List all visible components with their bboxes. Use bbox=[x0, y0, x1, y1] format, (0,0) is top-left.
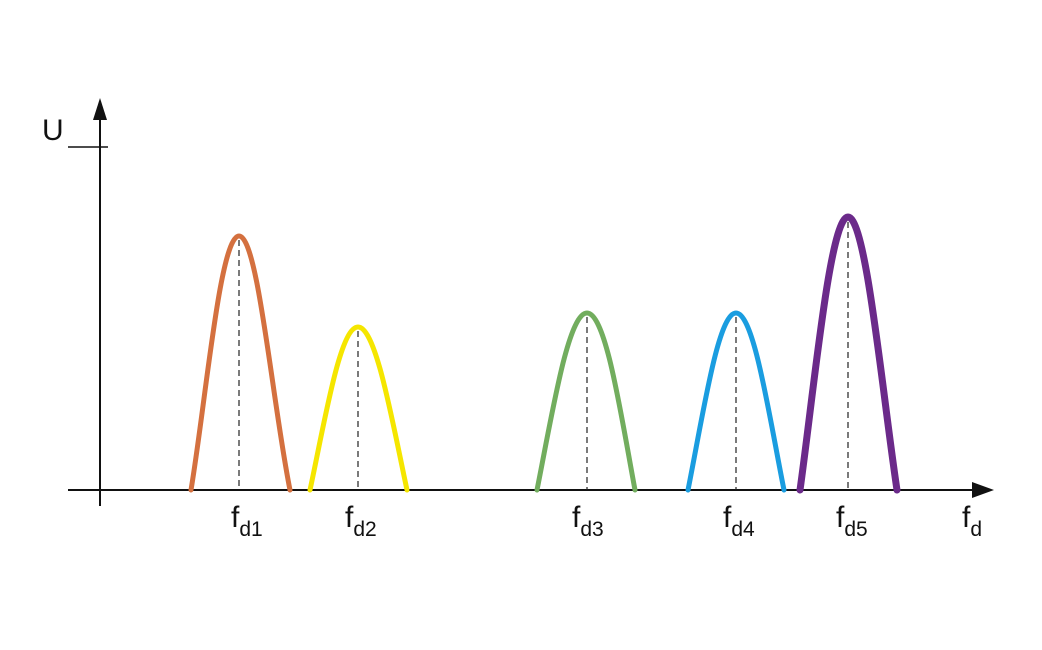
label-part: d bbox=[970, 518, 982, 541]
x-arrow bbox=[972, 482, 994, 498]
label-part: d5 bbox=[844, 518, 867, 541]
peak-curve bbox=[685, 310, 787, 493]
peak-curve bbox=[796, 213, 901, 494]
label-part: d1 bbox=[239, 518, 262, 541]
peak-label: fd1 bbox=[231, 501, 263, 541]
label-part: d2 bbox=[353, 518, 376, 541]
label-part: d3 bbox=[580, 518, 603, 541]
y-label: U bbox=[42, 114, 64, 147]
x-label: fd bbox=[962, 501, 982, 541]
label-part: f bbox=[962, 501, 971, 534]
peak-1: fd1 bbox=[188, 233, 293, 541]
peak-4: fd4 bbox=[685, 310, 787, 541]
label-part: f bbox=[836, 501, 845, 534]
peak-curve bbox=[307, 324, 410, 493]
label-part: f bbox=[572, 501, 581, 534]
peak-curve bbox=[534, 310, 638, 493]
peak-curve bbox=[188, 233, 293, 493]
peak-5: fd5 bbox=[796, 213, 901, 541]
peak-label: fd5 bbox=[836, 501, 868, 541]
y-arrow bbox=[93, 98, 107, 120]
label-part: d4 bbox=[731, 518, 755, 541]
peak-3: fd3 bbox=[534, 310, 638, 541]
label-part: f bbox=[723, 501, 732, 534]
label-part: f bbox=[231, 501, 240, 534]
peak-label: fd2 bbox=[345, 501, 377, 541]
peak-label: fd3 bbox=[572, 501, 604, 541]
peak-label: fd4 bbox=[723, 501, 755, 541]
label-part: f bbox=[345, 501, 354, 534]
peak-2: fd2 bbox=[307, 324, 410, 541]
